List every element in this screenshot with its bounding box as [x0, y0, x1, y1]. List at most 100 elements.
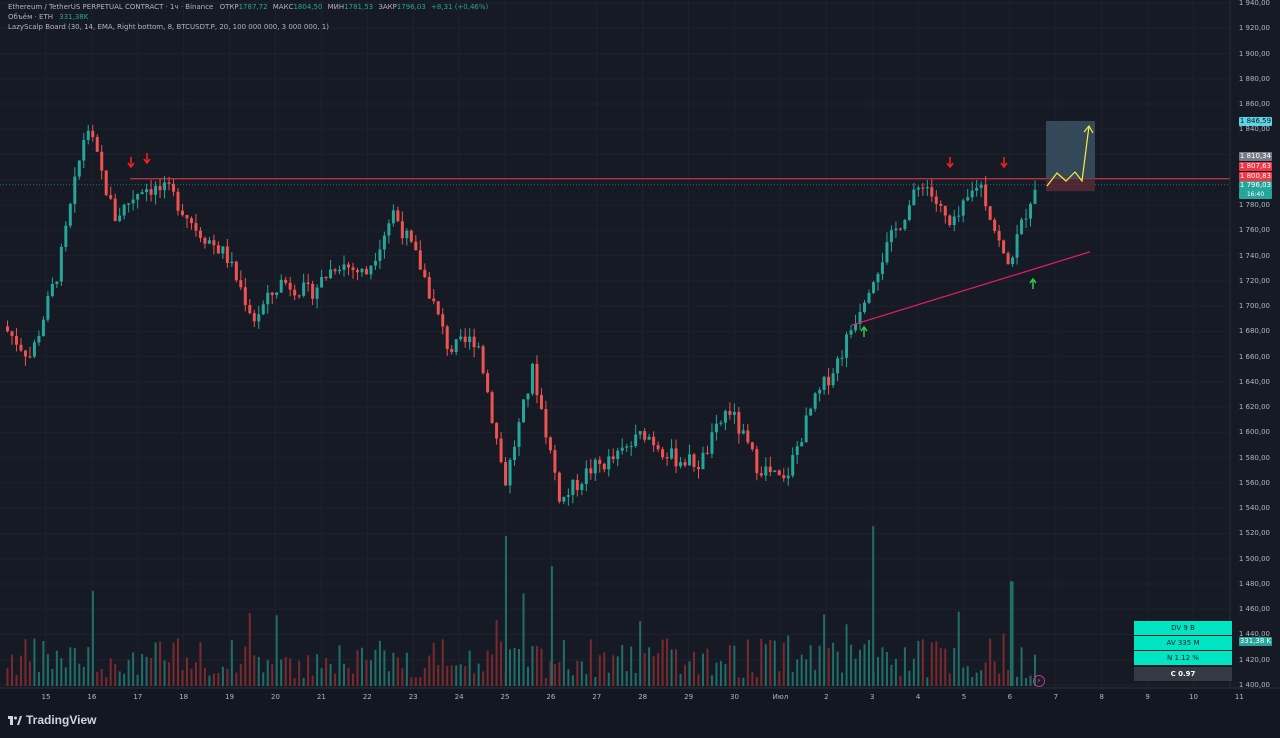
- price-tick-label: 1 920,00: [1238, 24, 1270, 33]
- volume-bar: [347, 667, 350, 686]
- candle: [207, 240, 211, 244]
- volume-bar: [710, 675, 713, 686]
- price-tick-label: 1 440,00: [1238, 630, 1270, 639]
- candle: [665, 457, 669, 459]
- price-tick-label: 1 860,00: [1238, 100, 1270, 109]
- candle: [59, 246, 63, 282]
- candle: [746, 430, 750, 443]
- candle: [212, 240, 216, 246]
- candle: [490, 392, 494, 423]
- candle: [513, 446, 517, 460]
- volume-bar: [177, 638, 180, 686]
- tradingview-logo-icon: [8, 716, 22, 726]
- candle: [391, 210, 395, 224]
- volume-bar: [939, 648, 942, 686]
- volume-bar: [598, 655, 601, 686]
- volume-bar: [661, 639, 664, 686]
- volume-bar: [962, 667, 965, 686]
- legend-volume-row[interactable]: Объём · ETH 331,38K: [8, 13, 88, 21]
- candle: [293, 289, 297, 296]
- volume-bar: [217, 672, 220, 686]
- volume-bar: [491, 654, 494, 686]
- volume-bar: [109, 658, 112, 686]
- time-tick-label: 19: [225, 693, 235, 701]
- candle: [975, 187, 979, 191]
- legend-symbol-row: Ethereum / TetherUS PERPETUAL CONTRACT ·…: [8, 3, 488, 11]
- symbol-title[interactable]: Ethereum / TetherUS PERPETUAL CONTRACT ·…: [8, 3, 214, 11]
- candle: [791, 454, 795, 476]
- volume-bar: [163, 660, 166, 686]
- candle: [979, 184, 983, 188]
- time-tick-label: 23: [408, 693, 418, 701]
- candle: [32, 342, 36, 357]
- volume-bar: [437, 664, 440, 686]
- candle: [508, 459, 512, 486]
- target-zone-box: [1046, 120, 1095, 179]
- lightning-icon[interactable]: ⚡: [1033, 675, 1045, 687]
- time-tick-label: 5: [961, 693, 967, 701]
- indicator-label: LazyScalp Board (30, 14, EMA, Right bott…: [8, 23, 329, 31]
- volume-bar: [944, 648, 947, 686]
- volume-bar: [46, 653, 49, 686]
- candle: [382, 235, 386, 250]
- volume-bar: [78, 663, 81, 686]
- candle: [889, 230, 893, 243]
- volume-bar: [127, 659, 130, 686]
- time-tick-label: 28: [638, 693, 648, 701]
- volume-bar: [791, 672, 794, 686]
- volume-bar: [181, 669, 184, 686]
- candle: [427, 277, 431, 299]
- volume-bar: [298, 660, 301, 686]
- candle: [495, 422, 499, 439]
- tradingview-logo[interactable]: TradingView: [8, 713, 96, 727]
- price-tick-label: 1 700,00: [1238, 302, 1270, 311]
- volume-bar: [414, 677, 417, 686]
- volume-bar: [809, 645, 812, 686]
- candle: [732, 412, 736, 415]
- volume-bar: [87, 647, 90, 686]
- candle: [607, 456, 611, 470]
- candle: [127, 203, 131, 205]
- price-tick-label: 1 660,00: [1238, 352, 1270, 361]
- candle: [432, 298, 436, 302]
- price-tick-label: 1 460,00: [1238, 605, 1270, 614]
- volume-bar: [518, 648, 521, 686]
- candle: [625, 446, 629, 448]
- candle: [91, 130, 95, 137]
- volume-bar: [769, 639, 772, 686]
- volume-bar: [531, 646, 534, 686]
- volume-bar-peak: [505, 536, 507, 686]
- candle: [768, 466, 772, 472]
- candle: [970, 190, 974, 198]
- volume-bar: [114, 663, 117, 686]
- up-arrow-head: [1029, 277, 1037, 284]
- volume-bar: [168, 662, 171, 686]
- candle: [723, 410, 727, 423]
- volume-bar: [863, 644, 866, 686]
- volume-bar: [275, 615, 278, 686]
- candle: [705, 452, 709, 454]
- candle: [647, 436, 651, 440]
- volume-bar: [984, 662, 987, 686]
- candle: [589, 468, 593, 474]
- price-tick-label: 1 400,00: [1238, 681, 1270, 689]
- price-tick-label: 1 780,00: [1238, 201, 1270, 210]
- volume-bar: [446, 666, 449, 686]
- price-tick-label: 1 580,00: [1238, 453, 1270, 462]
- candle: [77, 160, 81, 177]
- volume-bar: [540, 648, 543, 686]
- close-value: 1796,03: [396, 3, 426, 11]
- volume-bar: [558, 662, 561, 686]
- candle: [961, 200, 965, 216]
- candle: [880, 262, 884, 274]
- candle: [566, 495, 570, 497]
- candle: [198, 230, 202, 238]
- legend-indicator-row[interactable]: LazyScalp Board (30, 14, EMA, Right bott…: [8, 23, 329, 31]
- volume-bar: [383, 650, 386, 686]
- volume-bar: [966, 665, 969, 686]
- candle: [185, 215, 189, 219]
- candle: [611, 456, 615, 460]
- volume-bar: [459, 664, 462, 686]
